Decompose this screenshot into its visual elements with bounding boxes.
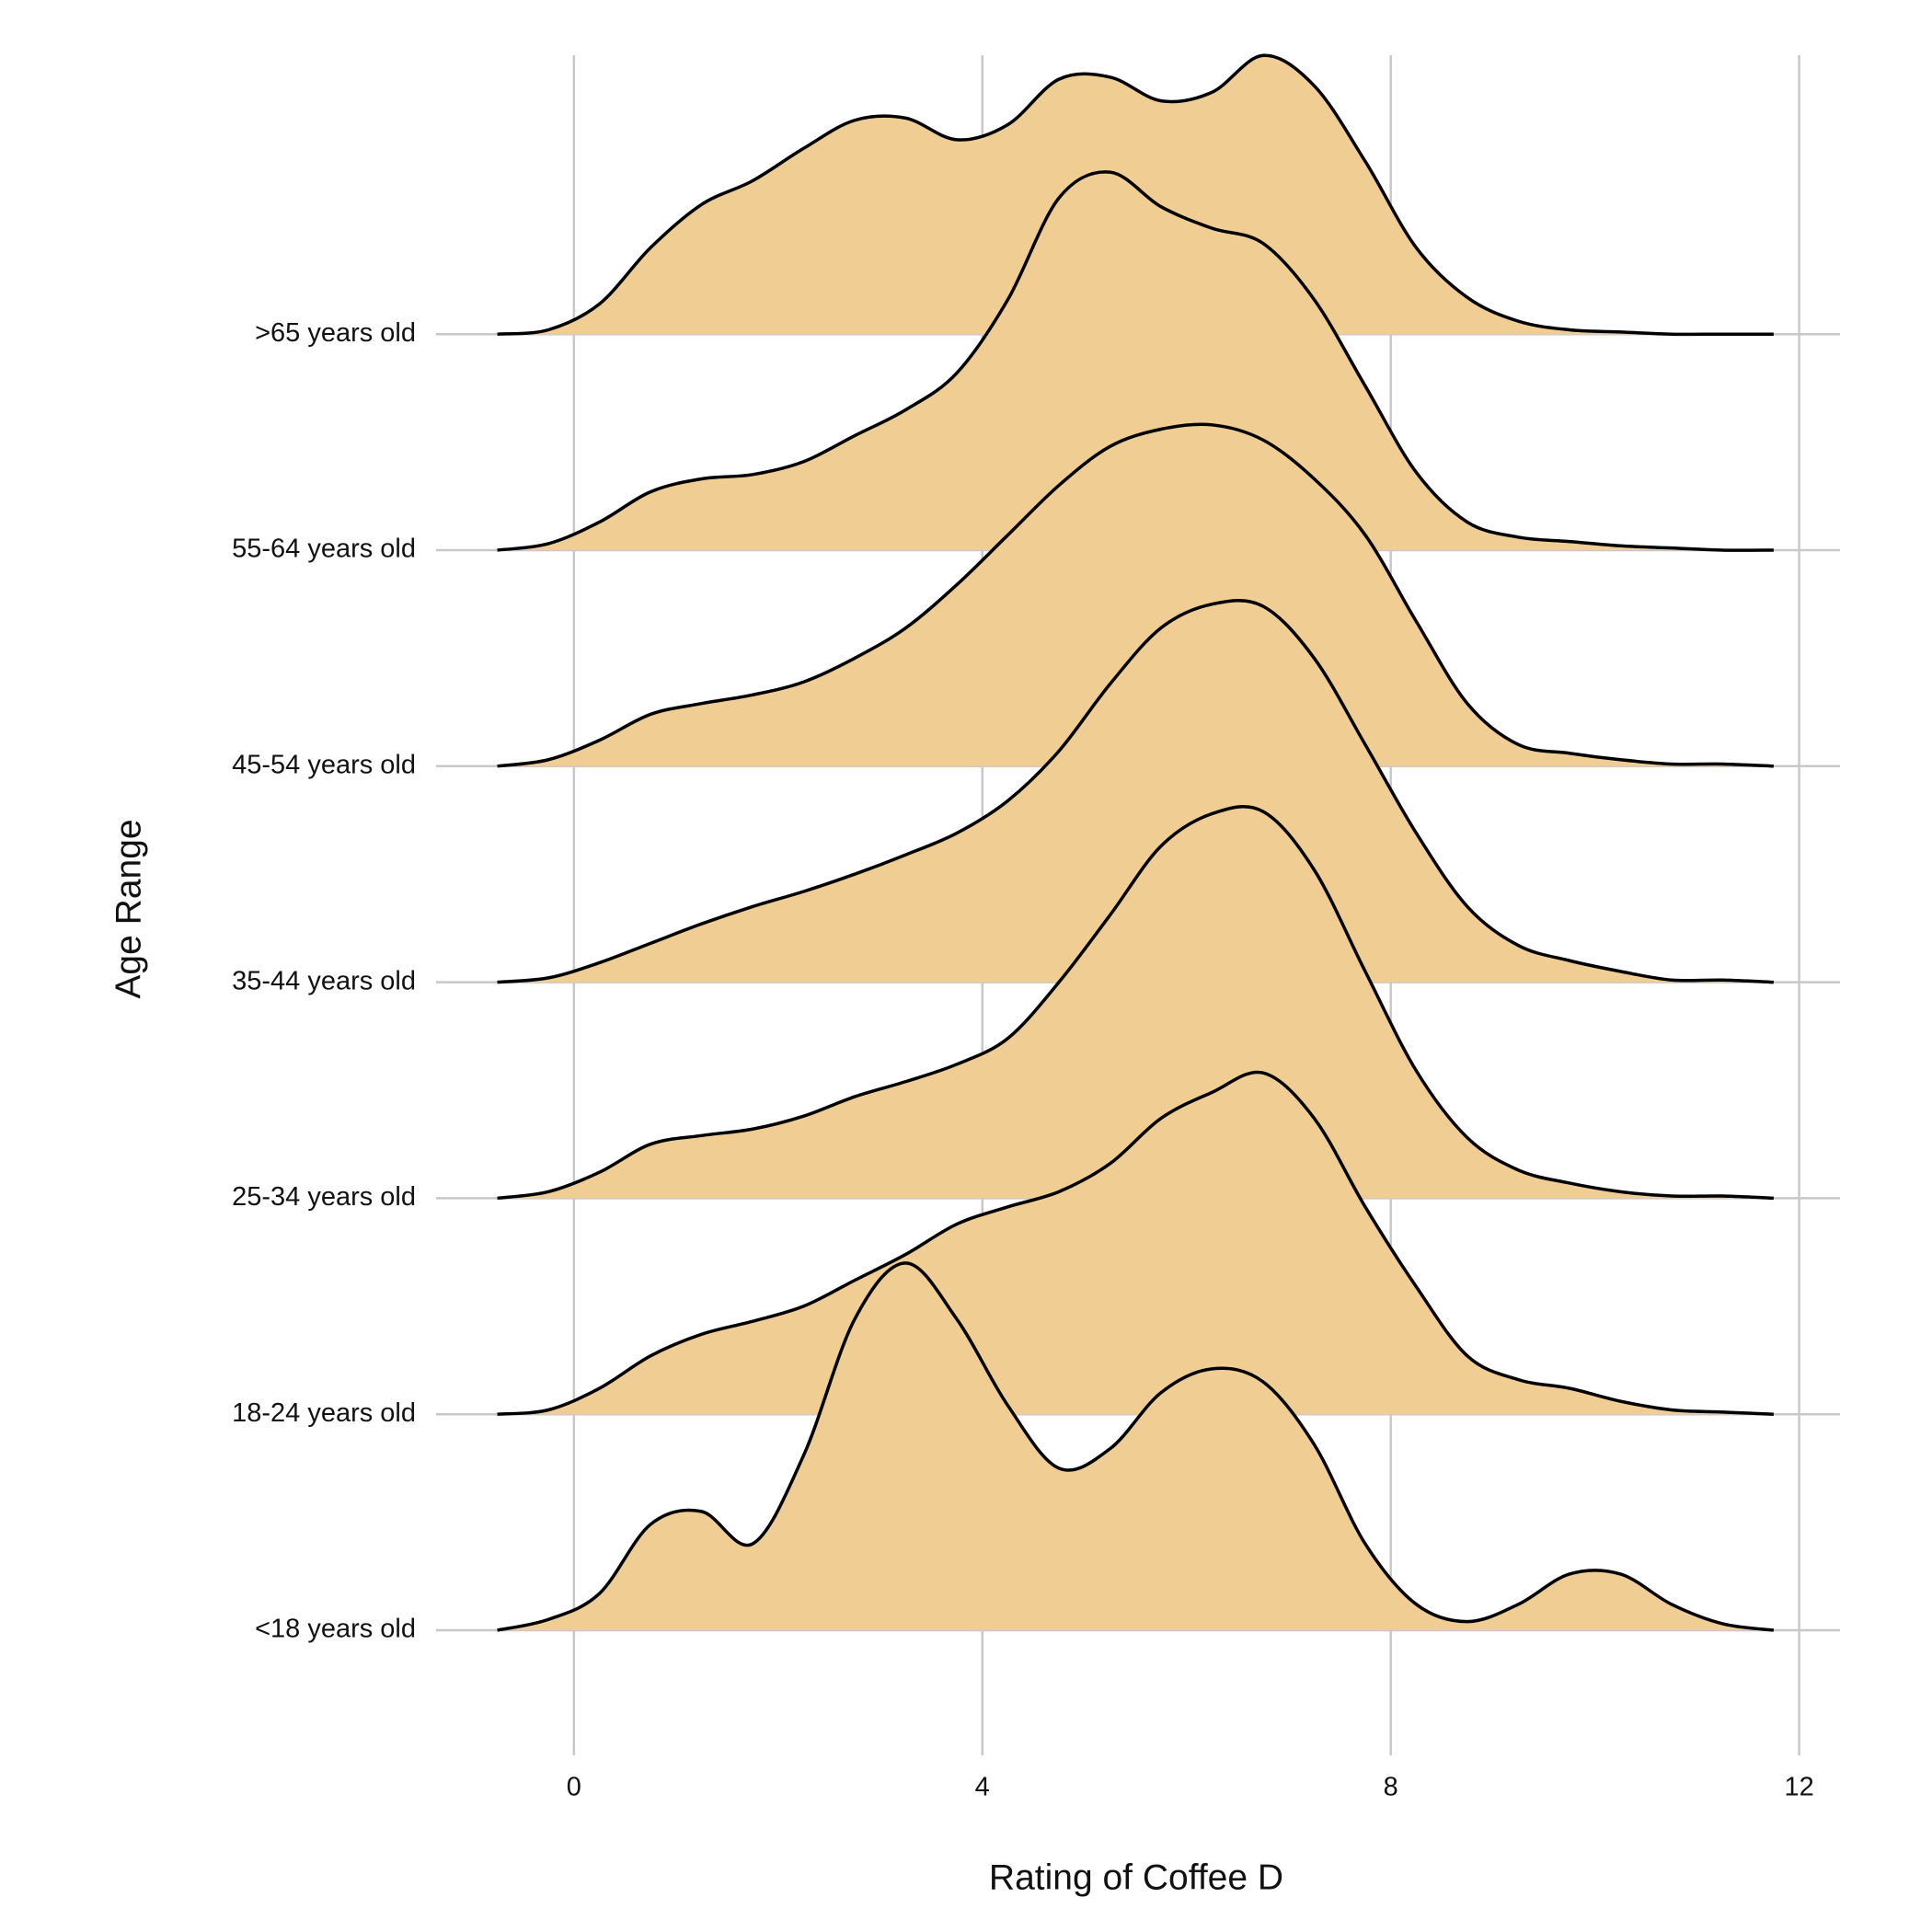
y-tick-label: 45-54 years old <box>232 750 416 779</box>
x-tick-label: 12 <box>1784 1773 1813 1802</box>
y-tick-label: 55-64 years old <box>232 535 416 564</box>
y-axis-title: Age Range <box>109 819 148 998</box>
y-tick-label: 35-44 years old <box>232 966 416 995</box>
x-axis-title: Rating of Coffee D <box>989 1857 1283 1897</box>
ridge-line <box>497 1070 1774 1416</box>
ridge-line <box>497 1261 1775 1632</box>
ridge <box>497 170 1774 552</box>
ridge <box>497 1070 1774 1416</box>
ridge <box>497 1261 1775 1632</box>
ridge-line <box>497 598 1774 984</box>
ridge <box>497 804 1774 1201</box>
ridge <box>497 598 1774 984</box>
x-tick-label: 8 <box>1384 1773 1398 1802</box>
y-tick-label: 18-24 years old <box>232 1398 416 1428</box>
y-tick-label: >65 years old <box>255 318 416 348</box>
ridge-area <box>497 1262 1774 1630</box>
ridges <box>497 53 1775 1632</box>
y-tick-label: <18 years old <box>255 1615 416 1644</box>
ridge-line <box>497 53 1774 337</box>
x-tick-label: 0 <box>567 1773 581 1802</box>
ridge-area <box>497 424 1774 766</box>
y-tick-label: 25-34 years old <box>232 1182 416 1212</box>
ridge-area <box>497 171 1774 551</box>
labels: 0 4 8 12 <18 years old 18-24 years old 25-34 y… <box>232 318 1814 1802</box>
ridge-area <box>497 600 1774 983</box>
ridge <box>497 422 1774 768</box>
ridge-line <box>497 170 1774 552</box>
ridge-line <box>497 422 1774 768</box>
x-tick-label: 4 <box>975 1773 990 1802</box>
ridge-area <box>497 806 1774 1199</box>
ridge-area <box>497 1072 1774 1415</box>
ridge-line <box>497 804 1774 1201</box>
